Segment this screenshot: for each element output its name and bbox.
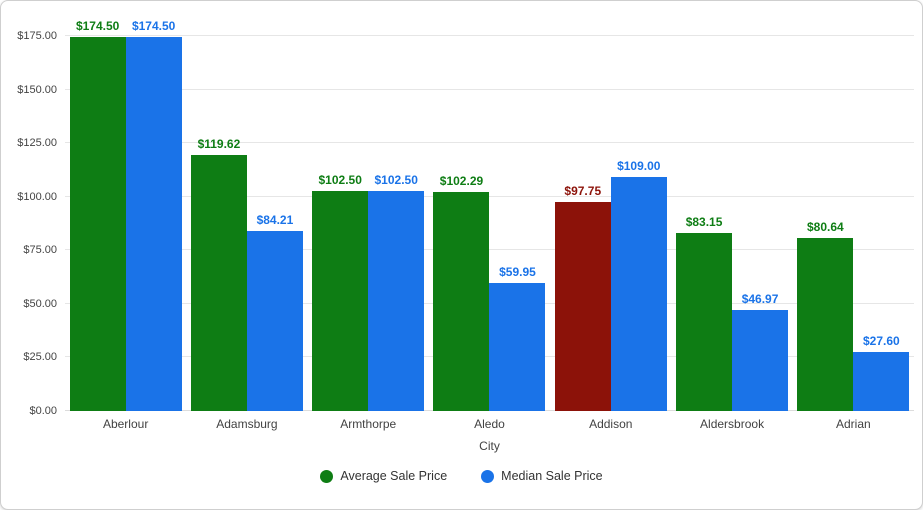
bar-value-label: $84.21 — [256, 212, 294, 227]
bar-group: $119.62 $84.21 — [186, 36, 307, 411]
x-category-label: Aberlour — [102, 417, 149, 431]
legend-label: Average Sale Price — [340, 469, 448, 483]
legend: Average Sale Price Median Sale Price — [1, 469, 922, 483]
x-category-label: Aldersbrook — [700, 417, 765, 431]
y-tick-label: $50.00 — [23, 297, 57, 310]
bar[interactable]: $80.64 — [797, 220, 854, 411]
bar[interactable]: $46.97 — [732, 292, 789, 411]
bar[interactable]: $174.50 — [69, 19, 126, 411]
gridline — [65, 249, 914, 251]
y-tick-label: $175.00 — [17, 30, 57, 42]
bar[interactable]: $174.50 — [125, 19, 182, 411]
bar-group: $102.29 $59.95 — [429, 36, 550, 411]
bar-group: $83.15 $46.97 — [671, 36, 792, 411]
bar[interactable]: $102.50 — [368, 173, 425, 411]
x-axis-title: City — [479, 439, 500, 453]
bar-group: $80.64 $27.60 — [793, 36, 914, 411]
bar[interactable]: $83.15 — [676, 215, 733, 411]
bar-value-label: $46.97 — [741, 292, 779, 307]
bar-value-label: $97.75 — [564, 183, 602, 198]
x-category-label: Armthorpe — [340, 417, 397, 431]
legend-label: Median Sale Price — [501, 469, 603, 483]
bar-groups: $174.50 $174.50 $119.62 $84.21 $102.50 $102.5… — [65, 19, 914, 411]
bar-value-label: $119.62 — [197, 136, 241, 151]
bar[interactable]: $84.21 — [246, 213, 303, 411]
bar-group: $97.75 $109.00 — [550, 36, 671, 411]
bar[interactable]: $59.95 — [489, 265, 546, 411]
plot-area: $174.50 $174.50 $119.62 $84.21 $102.50 $102.5… — [65, 19, 914, 411]
legend-swatch-icon — [320, 469, 334, 483]
x-category-label: Adamsburg — [216, 417, 278, 431]
bar-value-label: $27.60 — [862, 333, 900, 348]
y-tick-label: $75.00 — [23, 244, 57, 257]
legend-item[interactable]: Average Sale Price — [320, 469, 447, 483]
legend-item[interactable]: Median Sale Price — [481, 469, 603, 483]
bar-group: $102.50 $102.50 — [308, 36, 429, 411]
bar-value-label: $102.50 — [374, 173, 418, 188]
bar-value-label: $80.64 — [806, 220, 844, 235]
y-tick-label: $0.00 — [29, 405, 57, 417]
gridline — [65, 35, 914, 36]
bar-value-label: $102.50 — [318, 173, 362, 188]
legend-swatch-icon — [481, 469, 495, 483]
x-category-label: Aledo — [474, 417, 505, 431]
gridline — [65, 142, 914, 144]
bar-group: $174.50 $174.50 — [65, 19, 186, 411]
bar[interactable]: $97.75 — [554, 184, 611, 411]
x-category-label: Addison — [589, 417, 633, 431]
y-tick-label: $100.00 — [17, 190, 57, 203]
bar-value-label: $174.50 — [131, 19, 176, 34]
bar[interactable]: $119.62 — [190, 137, 247, 411]
gridline — [65, 195, 914, 197]
bar[interactable]: $27.60 — [853, 334, 910, 411]
y-tick-label: $25.00 — [23, 351, 57, 364]
x-category-label: Adrian — [835, 417, 871, 431]
bar[interactable]: $102.29 — [433, 174, 490, 411]
bar-value-label: $109.00 — [617, 159, 661, 174]
y-tick-label: $125.00 — [17, 137, 57, 150]
bar-value-label: $102.29 — [439, 173, 484, 188]
gridline — [65, 88, 914, 90]
x-axis-labels: Aberlour Adamsburg Armthorpe Aledo Addison Al… — [65, 417, 914, 431]
bar-value-label: $59.95 — [499, 264, 536, 279]
bar-value-label: $83.15 — [685, 214, 723, 229]
bar[interactable]: $109.00 — [610, 159, 667, 411]
y-axis: $0.00 $25.00 $50.00 $75.00 $100.00 $125.00 $15… — [1, 1, 57, 456]
bar-value-label: $174.50 — [75, 19, 120, 34]
bar[interactable]: $102.50 — [312, 173, 369, 411]
y-tick-label: $150.00 — [17, 83, 57, 96]
